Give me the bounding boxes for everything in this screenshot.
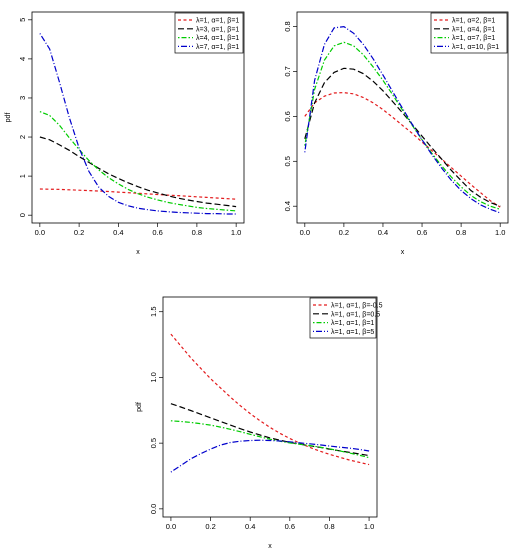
y-tick-label: 0.4 (283, 201, 292, 211)
series-line-2 (39, 136, 237, 208)
x-tick-label: 0.0 (166, 522, 176, 531)
chart-panel-3: 0.0 0.2 0.4 0.6 0.8 1.0 0.0 0.5 1.0 1.5 x pdf λ=… (136, 296, 383, 550)
series-line-4 (170, 439, 370, 473)
x-tick-label: 0.8 (192, 228, 202, 237)
x-tick-label: 0.4 (245, 522, 255, 531)
y-tick-label: 5 (18, 18, 27, 22)
x-tick-label: 0.0 (300, 228, 310, 237)
series-line-4 (304, 25, 501, 214)
legend-box (430, 12, 508, 54)
series-lines (39, 33, 237, 215)
series-line-1 (304, 91, 501, 208)
x-axis: 0.0 0.2 0.4 0.6 0.8 1.0 (35, 223, 241, 237)
y-tick-label: 1 (18, 174, 27, 178)
y-tick-label: 0.0 (149, 504, 158, 514)
legend-entry: λ=1, α=7, β=1 (452, 35, 495, 42)
x-tick-label: 0.8 (456, 228, 466, 237)
x-tick-label: 1.0 (495, 228, 505, 237)
legend-entry: λ=1, α=1, β=1 (196, 18, 239, 25)
legend: λ=1, α=2, β=1λ=1, α=4, β=1 λ=1, α=7, β=1 λ… (430, 12, 508, 54)
series-line-3 (39, 111, 237, 212)
x-tick-label: 0.6 (417, 228, 427, 237)
y-tick-label: 0.5 (149, 438, 158, 448)
series-line-3 (304, 41, 501, 210)
y-tick-label: 4 (18, 57, 27, 61)
legend-entry: λ=1, α=10, β=1 (452, 44, 499, 51)
y-axis: 0.4 0.5 0.6 0.7 0.8 (283, 21, 297, 211)
legend: λ=1, α=1, β=-0.5λ=1, α=1, β=0.5 λ=1, α=1,… (309, 297, 383, 339)
legend: λ=1, α=1, β=1λ=3, α=1, β=1 λ=4, α=1, β=1 λ… (174, 12, 244, 54)
x-tick-label: 0.6 (152, 228, 162, 237)
y-tick-label: 2 (18, 135, 27, 139)
x-axis-label: x (268, 543, 272, 550)
x-tick-label: 0.2 (205, 522, 215, 531)
legend-entry: λ=1, α=4, β=1 (452, 26, 495, 33)
y-tick-label: 3 (18, 96, 27, 100)
chart-panel-1: 0.0 0.2 0.4 0.6 0.8 1.0 0 1 2 3 4 5 x pdf λ=1, α=1… (5, 11, 245, 256)
y-axis-label: pdf (5, 113, 12, 123)
y-tick-label: 0.8 (283, 21, 292, 31)
x-tick-label: 0.0 (35, 228, 45, 237)
x-tick-label: 0.4 (113, 228, 123, 237)
y-tick-label: 1.5 (149, 307, 158, 317)
legend-entry: λ=1, α=1, β=-0.5 (331, 303, 383, 310)
legend-entry: λ=1, α=1, β=1 (331, 320, 374, 327)
x-tick-label: 0.2 (339, 228, 349, 237)
legend-entry: λ=1, α=2, β=1 (452, 18, 495, 25)
x-tick-label: 0.4 (378, 228, 388, 237)
plot-frame (162, 296, 378, 518)
y-axis-label: pdf (136, 402, 143, 412)
legend-entry: λ=4, α=1, β=1 (196, 35, 239, 42)
y-tick-label: 0 (18, 213, 27, 217)
series-line-2 (170, 403, 370, 457)
legend-entry: λ=1, α=1, β=0.5 (331, 311, 380, 318)
plot-frame (31, 11, 245, 224)
series-line-3 (170, 420, 370, 459)
y-tick-label: 0.6 (283, 111, 292, 121)
series-line-2 (304, 67, 501, 207)
series-lines (304, 25, 501, 214)
series-line-1 (170, 333, 370, 466)
legend-entry: λ=7, α=1, β=1 (196, 44, 239, 51)
series-lines (170, 333, 370, 473)
x-tick-label: 0.2 (74, 228, 84, 237)
x-tick-label: 0.6 (285, 522, 295, 531)
x-axis-label: x (401, 249, 405, 256)
legend-entry: λ=3, α=1, β=1 (196, 26, 239, 33)
y-tick-label: 0.5 (283, 156, 292, 166)
x-tick-label: 1.0 (364, 522, 374, 531)
y-tick-label: 0.7 (283, 66, 292, 76)
y-axis: 0.0 0.5 1.0 1.5 (149, 307, 163, 514)
x-tick-label: 0.8 (324, 522, 334, 531)
y-axis: 0 1 2 3 4 5 (18, 18, 32, 217)
x-axis: 0.0 0.2 0.4 0.6 0.8 1.0 (166, 517, 374, 531)
x-tick-label: 1.0 (231, 228, 241, 237)
legend-entry: λ=1, α=1, β=5 (331, 329, 374, 336)
y-tick-label: 1.0 (149, 372, 158, 382)
x-axis: 0.0 0.2 0.4 0.6 0.8 1.0 (300, 223, 505, 237)
chart-panel-2: 0.0 0.2 0.4 0.6 0.8 1.0 0.4 0.5 0.6 0.7 0.8 x λ=1… (283, 11, 509, 256)
x-axis-label: x (136, 249, 140, 256)
plot-frame (296, 11, 509, 224)
